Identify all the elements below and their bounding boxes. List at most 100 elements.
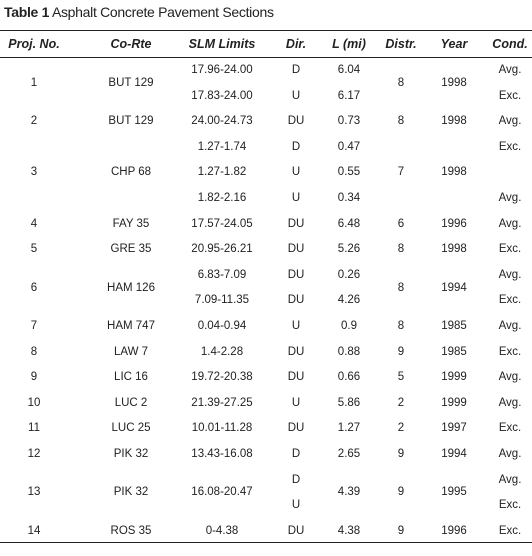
cell-slm: 7.09-11.35 bbox=[194, 294, 250, 307]
cell-cond: Exc. bbox=[498, 243, 522, 256]
cell-route: BUT 129 bbox=[108, 115, 154, 128]
cell-distr: 8 bbox=[397, 76, 405, 89]
cell-length: 4.26 bbox=[337, 294, 361, 307]
cell-slm: 6.83-7.09 bbox=[197, 268, 247, 281]
cell-dir: D bbox=[291, 140, 301, 153]
cell-distr: 2 bbox=[397, 422, 405, 435]
cell-length: 0.47 bbox=[337, 140, 361, 153]
cell-year: 1995 bbox=[441, 486, 467, 499]
cell-distr: 8 bbox=[397, 115, 405, 128]
cell-cond: Avg. bbox=[498, 192, 522, 204]
column-header: Proj. No. bbox=[8, 37, 60, 51]
cell-route: ROS 35 bbox=[110, 524, 152, 537]
cell-route: FAY 35 bbox=[112, 217, 150, 230]
cell-slm: 16.08-20.47 bbox=[191, 486, 253, 499]
cell-dir: D bbox=[291, 448, 301, 460]
table-caption: Asphalt Concrete Pavement Sections bbox=[51, 4, 274, 20]
cell-dir: U bbox=[291, 396, 301, 409]
cell-slm: 17.96-24.00 bbox=[191, 64, 253, 76]
cell-dir: U bbox=[291, 499, 301, 512]
cell-no: 9 bbox=[30, 371, 38, 384]
cell-slm: 17.57-24.05 bbox=[191, 217, 253, 230]
cell-route: LIC 16 bbox=[114, 371, 148, 384]
column-header: Co-Rte bbox=[110, 37, 152, 51]
cell-cond: Avg. bbox=[498, 115, 522, 128]
cell-no: 8 bbox=[30, 345, 38, 358]
cell-length: 6.04 bbox=[337, 64, 361, 76]
cell-cond: Avg. bbox=[498, 217, 522, 230]
cell-dir: U bbox=[291, 320, 301, 332]
cell-dir: U bbox=[291, 166, 301, 179]
cell-slm: 1.82-2.16 bbox=[197, 192, 247, 204]
cell-dir: DU bbox=[287, 217, 305, 230]
cell-no: 14 bbox=[27, 524, 41, 537]
bottom-rule bbox=[0, 542, 532, 543]
cell-length: 0.66 bbox=[337, 371, 361, 384]
cell-cond: Avg. bbox=[498, 320, 522, 332]
cell-dir: D bbox=[291, 64, 301, 76]
cell-slm: 17.83-24.00 bbox=[191, 89, 253, 102]
cell-cond: Exc. bbox=[498, 499, 522, 512]
cell-route: HAM 126 bbox=[107, 281, 155, 294]
cell-dir: DU bbox=[287, 268, 305, 281]
cell-length: 0.73 bbox=[337, 115, 361, 128]
cell-no: 5 bbox=[30, 243, 38, 256]
cell-length: 0.55 bbox=[337, 166, 361, 179]
cell-length: 6.17 bbox=[337, 89, 361, 102]
cell-slm: 0.04-0.94 bbox=[197, 320, 247, 332]
cell-length: 0.9 bbox=[341, 320, 357, 332]
cell-year: 1985 bbox=[441, 345, 467, 358]
cell-dir: DU bbox=[287, 243, 305, 256]
cell-route: HAM 747 bbox=[107, 320, 155, 332]
cell-slm: 1.4-2.28 bbox=[200, 345, 244, 358]
table-label: Table 1 bbox=[4, 4, 50, 20]
cell-distr: 8 bbox=[397, 281, 405, 294]
cell-cond: Avg. bbox=[498, 64, 522, 76]
cell-no: 2 bbox=[30, 115, 38, 128]
cell-no: 4 bbox=[30, 217, 38, 230]
cell-dir: DU bbox=[287, 294, 305, 307]
cell-cond: Exc. bbox=[498, 89, 522, 102]
column-header: Year bbox=[440, 37, 468, 51]
cell-year: 1997 bbox=[441, 422, 467, 435]
cell-distr: 8 bbox=[397, 320, 405, 332]
cell-length: 2.65 bbox=[337, 448, 361, 460]
cell-route: PIK 32 bbox=[113, 448, 149, 460]
cell-no: 13 bbox=[27, 486, 41, 499]
cell-route: LUC 2 bbox=[114, 396, 148, 409]
cell-dir: U bbox=[291, 89, 301, 102]
cell-length: 6.48 bbox=[337, 217, 361, 230]
column-header: L (mi) bbox=[332, 37, 366, 51]
cell-dir: DU bbox=[287, 422, 305, 435]
cell-length: 5.26 bbox=[337, 243, 361, 256]
column-header: Dir. bbox=[285, 37, 307, 51]
cell-no: 12 bbox=[27, 448, 41, 460]
cell-distr: 6 bbox=[397, 217, 405, 230]
cell-slm: 13.43-16.08 bbox=[191, 448, 253, 460]
cell-distr: 9 bbox=[397, 486, 405, 499]
cell-length: 5.86 bbox=[337, 396, 361, 409]
cell-dir: D bbox=[291, 473, 301, 486]
cell-distr: 5 bbox=[397, 371, 405, 384]
cell-year: 1996 bbox=[441, 524, 467, 537]
cell-slm: 10.01-11.28 bbox=[191, 422, 253, 435]
cell-slm: 1.27-1.74 bbox=[197, 140, 247, 153]
cell-route: BUT 129 bbox=[108, 76, 154, 89]
cell-route: GRE 35 bbox=[110, 243, 152, 256]
cell-no: 10 bbox=[27, 396, 41, 409]
column-header: Cond. bbox=[492, 37, 528, 51]
cell-cond: Avg. bbox=[498, 473, 522, 486]
cell-length: 1.27 bbox=[337, 422, 361, 435]
cell-dir: DU bbox=[287, 345, 305, 358]
cell-no: 3 bbox=[30, 166, 38, 179]
cell-dir: DU bbox=[287, 371, 305, 384]
cell-route: PIK 32 bbox=[113, 486, 149, 499]
cell-route: LAW 7 bbox=[113, 345, 149, 358]
cell-year: 1994 bbox=[441, 281, 467, 294]
cell-cond: Avg. bbox=[498, 448, 522, 460]
cell-no: 1 bbox=[30, 76, 38, 89]
table-title: Table 1 Asphalt Concrete Pavement Sectio… bbox=[4, 4, 274, 20]
cell-distr: 8 bbox=[397, 243, 405, 256]
cell-cond: Exc. bbox=[498, 524, 522, 537]
cell-dir: U bbox=[291, 192, 301, 204]
